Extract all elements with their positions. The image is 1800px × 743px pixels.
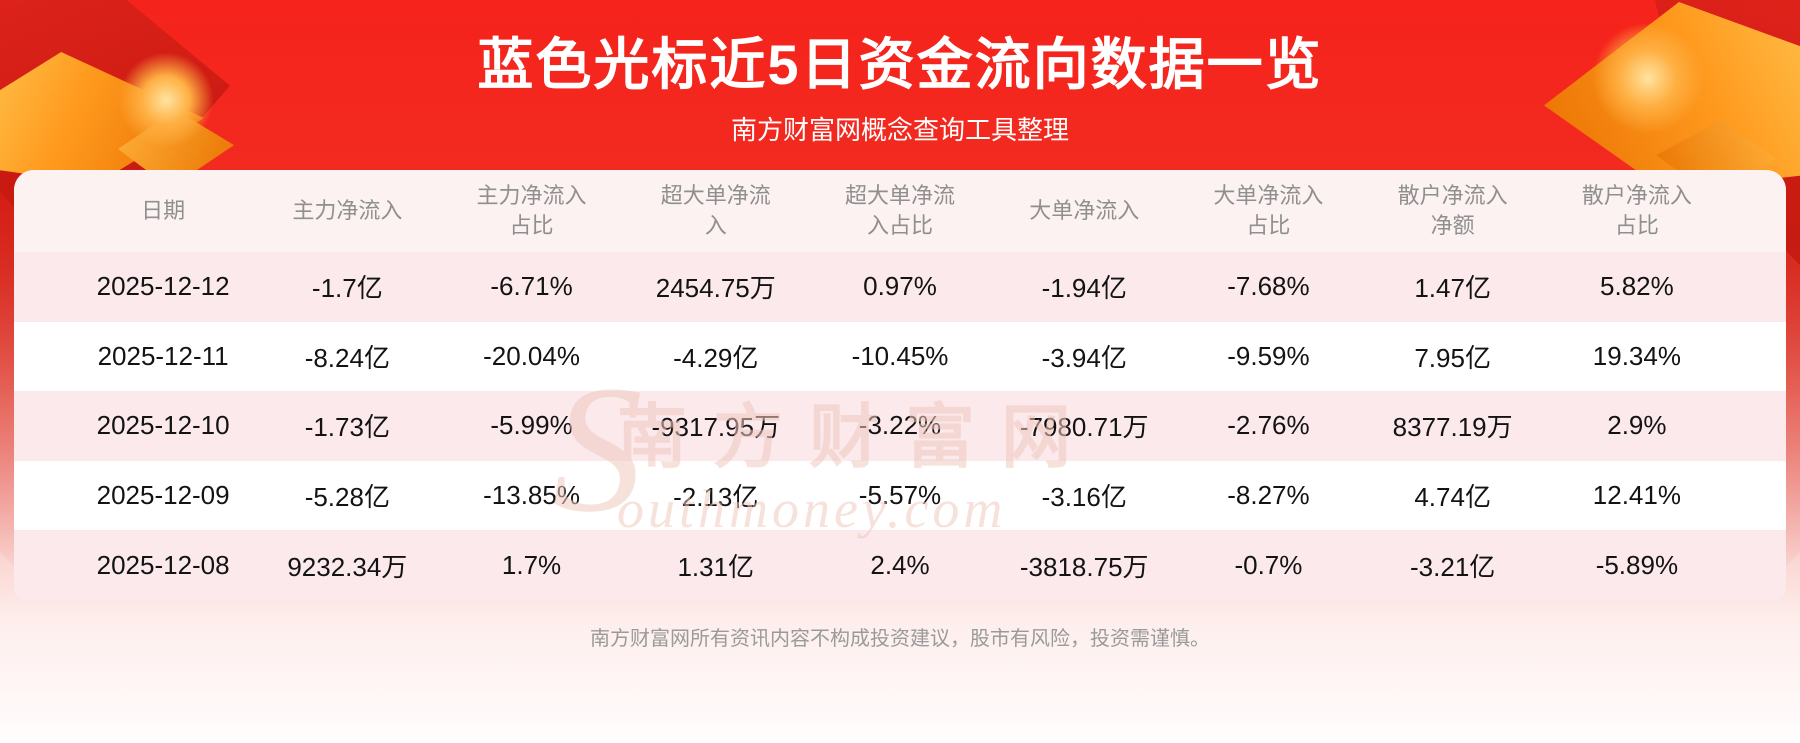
column-header-label: 超大单净流入占比	[844, 183, 955, 238]
cell-value: -2.13亿	[673, 482, 759, 513]
banner: 蓝色光标近5日资金流向数据一览 南方财富网概念查询工具整理	[0, 0, 1800, 271]
cell-value: 1.31亿	[677, 551, 755, 582]
cell-value: 9232.34万	[287, 551, 408, 582]
cell-value: -3.22%	[858, 410, 942, 441]
page-subtitle: 南方财富网概念查询工具整理	[730, 115, 1069, 145]
cell-value: -5.99%	[490, 410, 573, 441]
cell-value: -0.7%	[1234, 549, 1303, 580]
table-header-row: 日期 主力净流入 主力净流入占比 超大单净流入 超大单净流入占比 大单净流入 大单净流入占比…	[14, 170, 1786, 252]
cell-value: -8.27%	[1227, 480, 1310, 511]
cell-date: 2025-12-10	[96, 410, 230, 441]
cell-value: -10.45%	[851, 340, 949, 371]
column-header: 大单净流入占比	[1176, 170, 1360, 252]
cell-value: -5.28亿	[304, 482, 390, 513]
cell-value: 8377.19万	[1392, 412, 1513, 443]
table-row: 2025-12-08 9232.34万 1.7% 1.31亿 2.4% -3818.75万…	[14, 530, 1786, 600]
cell-value: -6.71%	[490, 271, 573, 302]
cell-value: -1.7亿	[311, 273, 383, 304]
footer-disclaimer: 南方财富网所有资讯内容不构成投资建议，股市有风险，投资需谨慎。	[590, 628, 1210, 650]
cell-value: -1.94亿	[1041, 273, 1127, 304]
cell-value: 2.4%	[870, 549, 930, 580]
column-header-label: 主力净流入占比	[476, 183, 587, 238]
table-row: 2025-12-09 -5.28亿 -13.85% -2.13亿 -5.57% -3.16…	[14, 460, 1786, 531]
cell-date: 2025-12-11	[97, 340, 229, 371]
fund-flow-table: 日期 主力净流入 主力净流入占比 超大单净流入 超大单净流入占比 大单净流入 大单净流入占比…	[14, 170, 1786, 600]
column-header: 超大单净流入占比	[808, 170, 992, 252]
table-row: 2025-12-10 -1.73亿 -5.99% -9317.95万 -3.22% -79…	[14, 391, 1786, 461]
table-row: 2025-12-11 -8.24亿 -20.04% -4.29亿 -10.45% -3.9…	[14, 321, 1786, 392]
cell-value: -3818.75万	[1019, 551, 1149, 582]
cell-value: -9317.95万	[651, 412, 781, 443]
cell-value: -5.89%	[1595, 549, 1679, 580]
cell-date: 2025-12-09	[96, 480, 230, 511]
column-header-label: 日期	[141, 198, 186, 224]
column-header-label: 超大单净流入	[660, 183, 771, 238]
table-row: 2025-12-12 -1.7亿 -6.71% 2454.75万 0.97% -1.94亿…	[14, 252, 1786, 322]
cell-value: -20.04%	[483, 340, 580, 371]
cell-value: -5.57%	[858, 480, 942, 511]
column-header-label: 大单净流入	[1029, 198, 1140, 224]
cell-date: 2025-12-08	[96, 549, 230, 580]
cell-value: 1.7%	[501, 549, 562, 580]
column-header: 主力净流入	[255, 170, 439, 252]
cell-value: -2.76%	[1227, 410, 1310, 441]
cell-value: -4.29亿	[673, 342, 759, 373]
cell-value: 2.9%	[1607, 410, 1667, 441]
cell-value: -8.24亿	[304, 342, 390, 373]
cell-date: 2025-12-12	[96, 271, 230, 302]
cell-value: 4.74亿	[1414, 482, 1491, 513]
cell-value: -13.85%	[483, 480, 580, 511]
cell-value: 19.34%	[1592, 340, 1681, 371]
column-header-label: 主力净流入	[292, 198, 403, 224]
cell-value: 0.97%	[863, 271, 937, 302]
cell-value: 12.41%	[1592, 480, 1681, 511]
column-header-label: 大单净流入占比	[1213, 183, 1324, 238]
column-header-label: 散户净流入占比	[1581, 183, 1692, 238]
column-header: 散户净流入占比	[1545, 170, 1729, 252]
cell-value: -3.94亿	[1041, 342, 1127, 373]
page-title: 蓝色光标近5日资金流向数据一览	[477, 33, 1323, 96]
cell-value: -7980.71万	[1019, 412, 1149, 443]
column-header: 大单净流入	[992, 170, 1176, 252]
cell-value: -1.73亿	[304, 412, 390, 443]
cell-value: -9.59%	[1227, 340, 1310, 371]
cell-value: 1.47亿	[1414, 273, 1491, 304]
cell-value: 2454.75万	[655, 273, 776, 304]
column-header: 超大单净流入	[624, 170, 808, 252]
cell-value: -3.16亿	[1041, 482, 1127, 513]
column-header-label: 散户净流入净额	[1397, 183, 1508, 238]
column-header: 散户净流入净额	[1361, 170, 1545, 252]
column-header: 主力净流入占比	[439, 170, 623, 252]
cell-value: 5.82%	[1600, 271, 1674, 302]
cell-value: -7.68%	[1227, 271, 1310, 302]
cell-value: 7.95亿	[1414, 342, 1491, 373]
column-header: 日期	[71, 170, 255, 252]
table-body: 2025-12-12 -1.7亿 -6.71% 2454.75万 0.97% -1.94亿…	[14, 252, 1786, 600]
cell-value: -3.21亿	[1410, 551, 1496, 582]
